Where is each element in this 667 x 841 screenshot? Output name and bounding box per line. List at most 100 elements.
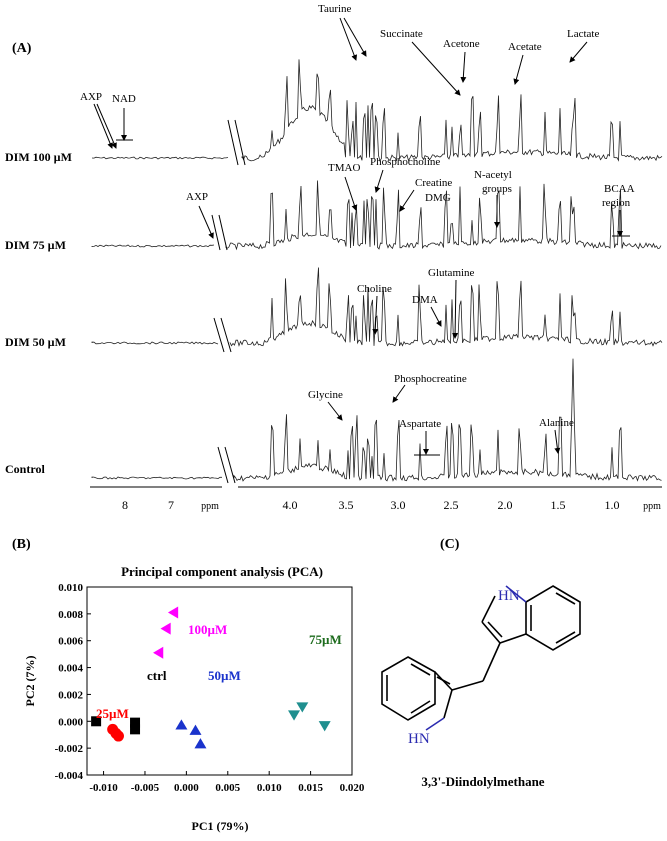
pca-point	[160, 622, 171, 635]
annotation-alanine: Alanine	[539, 417, 574, 429]
pca-xtick-label: -0.010	[89, 782, 118, 794]
pca-ytick-label: -0.004	[55, 770, 84, 782]
ppm-tick-3.5: 3.5	[339, 498, 354, 512]
annotation-glutamine: Glutamine	[428, 267, 475, 279]
annotation-tmao: TMAO	[328, 162, 360, 174]
annotation-dmg: DMG	[425, 192, 451, 204]
pca-label-50um: 50µM	[208, 668, 241, 683]
pca-point	[194, 738, 207, 749]
spectrum-label-dim75: DIM 75 µM	[5, 238, 66, 252]
spectrum-right-dim50	[229, 267, 663, 347]
pca-ytick-label: 0.008	[58, 609, 83, 621]
ppm-tick-2.0: 2.0	[498, 498, 513, 512]
spectrum-left-dim75	[91, 244, 215, 248]
annotation-lactate: Lactate	[567, 28, 599, 40]
pca-point	[296, 702, 309, 713]
ppm-tick-1.5: 1.5	[551, 498, 566, 512]
compound-name: 3,3'-Diindolylmethane	[421, 774, 544, 789]
annotation-phosphocholine: Phosphocholine	[370, 156, 440, 168]
pca-ytick-label: 0.010	[58, 582, 83, 594]
ppm-tick-4.0: 4.0	[283, 498, 298, 512]
panel-a-label: (A)	[12, 41, 32, 56]
spectrum-right-control	[233, 358, 662, 482]
pca-xtick-label: 0.000	[174, 782, 199, 794]
spectrum-label-dim100: DIM 100 µM	[5, 150, 72, 164]
pca-point	[318, 721, 331, 732]
ppm-tick-8: 8	[122, 498, 128, 512]
pca-ticks: -0.010 -0.005 0.000 0.005 0.010 0.015 0.020 0.0…	[55, 582, 365, 794]
pca-ytick-label: 0.006	[58, 636, 83, 648]
pca-points	[91, 606, 331, 749]
axis-break-marks	[211, 119, 246, 484]
spectrum-left-dim100	[91, 156, 229, 160]
pca-xtick-label: -0.005	[131, 782, 160, 794]
pca-group-labels: ctrl 25µM 50µM 75µM 100µM	[96, 622, 342, 721]
annotation-taurine: Taurine	[318, 3, 352, 15]
ppm-tick-2.5: 2.5	[444, 498, 459, 512]
annotation-acetone: Acetone	[443, 38, 480, 50]
pca-xtick-label: 0.020	[340, 782, 365, 794]
pca-xtick-label: 0.010	[257, 782, 282, 794]
spectrum-right-dim100	[241, 59, 663, 162]
spectrum-left-dim50	[91, 341, 219, 345]
pca-ytick-label: 0.002	[58, 689, 83, 701]
ppm-tick-1.0: 1.0	[605, 498, 620, 512]
ppm-tick-3.0: 3.0	[391, 498, 406, 512]
pca-point	[189, 724, 202, 735]
annotation-acetate: Acetate	[508, 41, 542, 53]
ppm-unit-right: ppm	[643, 501, 661, 512]
pca-frame	[86, 586, 353, 776]
pca-label-ctrl: ctrl	[147, 668, 167, 683]
spectrum-label-control: Control	[5, 462, 45, 476]
pca-point	[130, 717, 141, 728]
pca-point	[153, 646, 164, 659]
ppm-axis-labels: 8 7 ppm 4.0 3.5 3.0 2.5 2.0 1.5 1.0 ppm	[122, 498, 661, 512]
annotation-bars	[116, 139, 630, 456]
spectrum-right-dim75	[225, 180, 662, 251]
pca-label-75um: 75µM	[309, 632, 342, 647]
pca-ytick-label: 0.000	[58, 716, 83, 728]
annotation-phosphocreatine: Phosphocreatine	[394, 373, 467, 385]
spectrum-left-control	[91, 476, 222, 480]
annotation-arrows	[93, 17, 623, 455]
annotation-bcaa-line2: region	[602, 197, 631, 209]
diindolylmethane-structure	[381, 585, 581, 731]
pca-point	[167, 606, 179, 619]
ppm-unit-left: ppm	[201, 501, 219, 512]
annotation-bcaa-line1: BCAA	[604, 183, 635, 195]
pca-label-25um: 25µM	[96, 706, 129, 721]
annotation-creatine: Creatine	[415, 177, 452, 189]
pca-title: Principal component analysis (PCA)	[121, 564, 323, 579]
annotation-nad: NAD	[112, 93, 136, 105]
nh-label-lower: HN	[408, 731, 430, 747]
panel-c-label: (C)	[440, 537, 460, 552]
peak-annotations: AXP NAD Taurine Succinate Acetone Acetat…	[80, 3, 635, 430]
pca-point	[130, 724, 141, 735]
pca-xtick-label: 0.005	[215, 782, 240, 794]
annotation-succinate: Succinate	[380, 28, 423, 40]
annotation-dma: DMA	[412, 294, 438, 306]
pca-ytick-label: -0.002	[55, 743, 84, 755]
annotation-choline: Choline	[357, 283, 392, 295]
pca-point	[175, 719, 188, 730]
annotation-nacetyl-line2: groups	[482, 183, 512, 195]
panel-b-label: (B)	[12, 537, 31, 552]
annotation-aspartate: Aspartate	[399, 418, 441, 430]
pca-point	[91, 716, 102, 727]
pca-point	[288, 710, 301, 721]
annotation-axp-top: AXP	[80, 91, 102, 103]
nmr-spectra	[91, 59, 663, 482]
nh-label-upper: HN	[498, 588, 520, 604]
pca-point	[112, 730, 124, 742]
spectrum-label-dim50: DIM 50 µM	[5, 335, 66, 349]
ppm-tick-7: 7	[168, 498, 174, 512]
pca-xtick-label: 0.015	[298, 782, 323, 794]
pca-ytick-label: 0.004	[58, 663, 83, 675]
annotation-nacetyl-line1: N-acetyl	[474, 169, 512, 181]
annotation-glycine: Glycine	[308, 389, 343, 401]
pca-xlabel: PC1 (79%)	[192, 819, 249, 833]
pca-ylabel: PC2 (7%)	[23, 656, 37, 707]
annotation-axp-mid: AXP	[186, 191, 208, 203]
pca-label-100um: 100µM	[188, 622, 227, 637]
